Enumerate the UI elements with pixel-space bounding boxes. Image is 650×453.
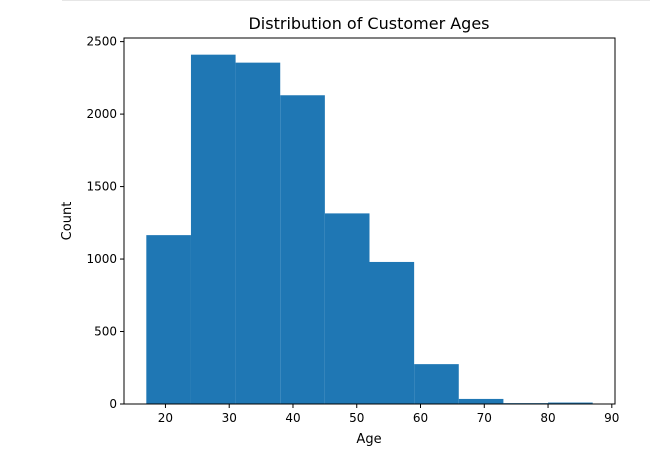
y-axis-label: Count bbox=[60, 202, 75, 241]
y-axis-ticks: 0 500 1000 1500 2000 2500 bbox=[86, 35, 124, 411]
y-tick-label: 2500 bbox=[86, 35, 117, 49]
histogram-bar-4 bbox=[280, 95, 325, 405]
x-tick-label: 90 bbox=[604, 411, 619, 425]
x-tick-label: 40 bbox=[285, 411, 300, 425]
x-tick-label: 20 bbox=[158, 411, 173, 425]
y-tick-label: 500 bbox=[94, 325, 117, 339]
chart-title: Distribution of Customer Ages bbox=[248, 14, 489, 33]
x-axis-ticks: 20 30 40 50 60 70 80 90 bbox=[158, 404, 619, 425]
x-tick-label: 60 bbox=[413, 411, 428, 425]
histogram-bar-2 bbox=[190, 54, 236, 404]
histogram-bar-10 bbox=[548, 402, 593, 404]
histogram-bar-6 bbox=[369, 261, 415, 404]
bars-group bbox=[146, 54, 593, 405]
x-axis-label: Age bbox=[356, 432, 381, 447]
x-tick-label: 70 bbox=[477, 411, 492, 425]
histogram-bar-8 bbox=[458, 398, 504, 404]
x-tick-label: 30 bbox=[222, 411, 237, 425]
y-tick-label: 2000 bbox=[86, 107, 117, 121]
y-tick-label: 1500 bbox=[86, 180, 117, 194]
axes-frame bbox=[123, 37, 616, 405]
histogram-bar-1 bbox=[146, 235, 191, 404]
y-tick-label: 1000 bbox=[86, 252, 117, 266]
x-tick-label: 80 bbox=[540, 411, 555, 425]
histogram-bar-7 bbox=[414, 364, 459, 404]
y-tick-label: 0 bbox=[109, 397, 117, 411]
histogram-bar-5 bbox=[324, 213, 370, 404]
histogram-bar-3 bbox=[235, 62, 281, 405]
top-edge-line bbox=[62, 0, 650, 1]
x-tick-label: 50 bbox=[349, 411, 364, 425]
